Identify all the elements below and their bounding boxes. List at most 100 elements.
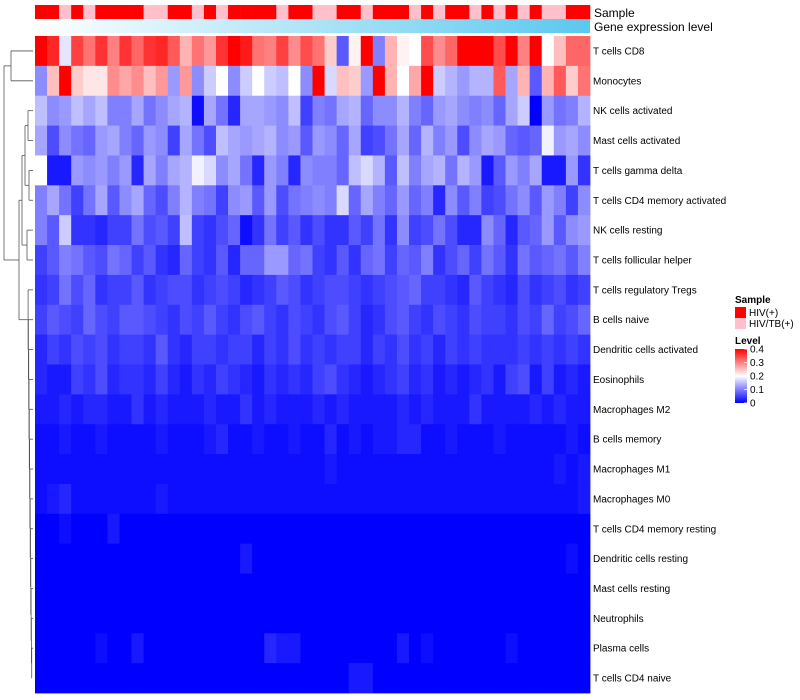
heatmap-cell (445, 603, 458, 634)
heatmap-cell (481, 125, 494, 156)
heatmap-cell (529, 483, 543, 515)
heatmap-cell (240, 215, 253, 246)
heatmap-cell (228, 633, 241, 664)
heatmap-cell (240, 36, 253, 67)
heatmap-cell (203, 633, 217, 664)
heatmap-cell (131, 274, 144, 306)
heatmap-cell (372, 454, 386, 485)
heatmap-cell (252, 65, 265, 97)
sample-cell (469, 5, 482, 19)
heatmap-cell (372, 603, 386, 634)
heatmap-cell (71, 304, 84, 336)
heatmap-cell (324, 513, 338, 545)
heatmap-cell (433, 334, 446, 365)
heatmap-cell (505, 424, 519, 455)
heatmap-cell (264, 304, 277, 336)
heatmap-cell (360, 274, 374, 306)
heatmap-cell (505, 394, 519, 425)
heatmap-cell (167, 513, 181, 545)
heatmap-cell (396, 364, 410, 395)
heatmap-cell (577, 543, 591, 574)
heatmap-cell (95, 394, 108, 425)
heatmap-cell (155, 155, 169, 186)
heatmap-cell (336, 633, 350, 664)
heatmap-cell (505, 95, 519, 126)
heatmap-cell (505, 633, 519, 664)
heatmap-cell (372, 215, 386, 246)
heatmap-cell (469, 155, 482, 186)
heatmap-cell (167, 543, 181, 574)
heatmap-cell (445, 95, 458, 126)
heatmap-cell (348, 543, 362, 574)
heatmap-cell (384, 245, 398, 276)
heatmap-cell (505, 663, 519, 694)
heatmap-cell (83, 543, 96, 574)
heatmap-cell (348, 573, 362, 604)
heatmap-cell (47, 274, 60, 306)
heatmap-cell (240, 364, 253, 395)
heatmap-cell (577, 454, 591, 485)
heatmap-cell (203, 364, 217, 395)
heatmap-cell (481, 185, 494, 216)
sample-cell (215, 5, 229, 19)
heatmap-cell (312, 454, 325, 485)
heatmap-cell (324, 573, 338, 604)
heatmap-cell (384, 483, 398, 515)
heatmap-cell (203, 334, 217, 365)
heatmap-cell (107, 663, 120, 694)
heatmap-cell (288, 543, 301, 574)
heatmap-cell (288, 483, 301, 515)
heatmap-cell (83, 274, 96, 306)
heatmap-cell (203, 424, 217, 455)
heatmap-cell (372, 185, 386, 216)
heatmap-cell (433, 543, 446, 574)
heatmap-cell (577, 185, 591, 216)
heatmap-cell (71, 274, 84, 306)
heatmap-cell (35, 215, 48, 246)
sample-cell (445, 5, 458, 19)
heatmap-cell (191, 274, 205, 306)
heatmap-cell (396, 36, 410, 67)
sample-cell (324, 5, 337, 19)
heatmap-cell (228, 483, 241, 515)
heatmap-cell (577, 334, 591, 365)
heatmap-cell (47, 483, 60, 515)
heatmap-cell (71, 454, 84, 485)
heatmap-cell (264, 663, 277, 694)
heatmap-cell (59, 274, 72, 306)
heatmap-cell (83, 603, 96, 634)
heatmap-cell (457, 274, 470, 306)
heatmap-cell (553, 155, 567, 186)
heatmap-cell (336, 543, 350, 574)
heatmap-cell (312, 185, 325, 216)
heatmap-cell (131, 394, 144, 425)
heatmap-cell (336, 36, 350, 67)
heatmap-cell (179, 274, 193, 306)
heatmap-cell (505, 215, 519, 246)
sample-cell (131, 5, 144, 19)
sample-cell (203, 5, 217, 19)
heatmap-cell (336, 573, 350, 604)
heatmap-cell (83, 424, 96, 455)
heatmap-cell (47, 573, 60, 604)
heatmap-cell (517, 36, 531, 67)
heatmap-cell (300, 454, 313, 485)
heatmap-cell (119, 65, 132, 97)
heatmap-cell (167, 334, 181, 365)
heatmap-cell (372, 334, 386, 365)
sample-cell (83, 5, 96, 19)
heatmap-cell (384, 573, 398, 604)
heatmap-cell (529, 304, 543, 336)
heatmap-cell (517, 125, 531, 156)
heatmap-cell (95, 155, 108, 186)
heatmap-cell (288, 573, 301, 604)
row-label: T cells CD4 memory resting (593, 524, 716, 535)
heatmap-cell (553, 274, 567, 306)
heatmap-cell (228, 394, 241, 425)
heatmap-cell (264, 334, 277, 365)
heatmap-cell (481, 543, 494, 574)
sample-legend-swatch (735, 307, 746, 318)
heatmap-cell (445, 633, 458, 664)
heatmap-cell (324, 364, 338, 395)
heatmap-cell (565, 36, 579, 67)
